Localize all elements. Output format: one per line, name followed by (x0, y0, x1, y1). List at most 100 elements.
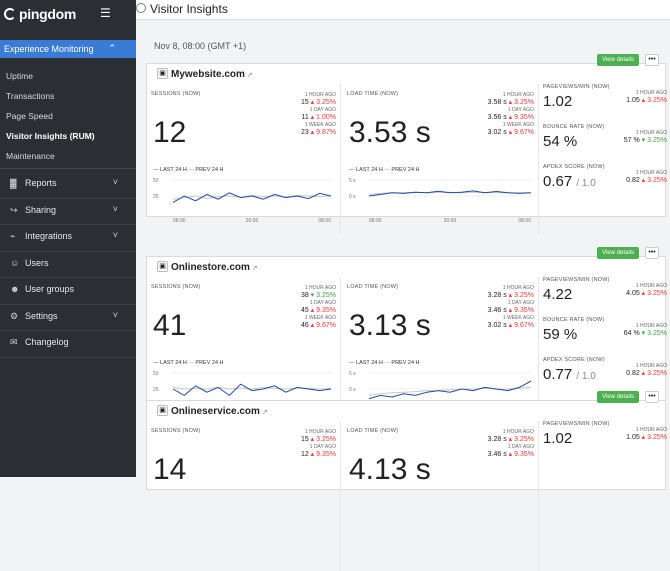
bar-chart-icon: ▓ (10, 178, 17, 188)
section-experience-monitoring[interactable]: Experience Monitoring ⌃ (0, 40, 136, 58)
comparison-label: 1 HOUR AGO (502, 285, 534, 291)
sessions-value: 12 (153, 116, 187, 149)
arrow-up-icon: ▴ (506, 292, 515, 299)
sessions-panel: SESSIONS (NOW) 12 1 HOUR AGO 15 ▴ 3.25% 1 DA… (147, 84, 341, 234)
brand[interactable]: pingdom (4, 6, 76, 22)
metric-label: PAGEVIEWS/MIN (NOW) (543, 277, 610, 283)
comparison-delta: 9.35% (514, 451, 534, 458)
summary-panel: PAGEVIEWS/MIN (NOW) 1.02 1 HOUR AGO 1.05 ▴ … (537, 421, 667, 571)
sidebar-item-reports[interactable]: ▓ Reports ˅ (0, 172, 136, 199)
comparison-value: 3.02 s ▴ 9.67% (474, 128, 534, 136)
metric-bounce: BOUNCE RATE (NOW) 54 % 1 HOUR AGO 57 % ▾ 3.… (543, 124, 667, 150)
comparison-number: 3.02 s (487, 322, 507, 329)
comparison-number: 15 (300, 436, 309, 443)
comparison-label: 1 WEEK AGO (502, 122, 534, 128)
y-tick-label: 5 s (349, 178, 356, 184)
comparison-value: 3.28 s ▴ 3.25% (474, 435, 534, 443)
comparison-value: 4.05 ▴ 3.25% (626, 289, 667, 297)
comparison-number: 3.28 s (487, 292, 507, 299)
sidebar-item-sharing[interactable]: ↪ Sharing ˅ (0, 199, 136, 225)
more-options-button[interactable]: ••• (645, 247, 659, 259)
site-name[interactable]: Mywebsite.com ↗ (171, 69, 253, 80)
comparison-delta: 9.67% (514, 129, 534, 136)
sidebar-subitem[interactable]: Maintenance (6, 151, 55, 161)
chart-legend: — LAST 24 H — PREV 24 H (153, 167, 224, 173)
users-icon: ☻ (10, 284, 20, 294)
metric-number: 0.67 (543, 173, 573, 190)
metric-number: 54 % (543, 133, 578, 150)
site-name[interactable]: Onlinestore.com ↗ (171, 262, 258, 273)
comparison-item: 1 HOUR AGO 3.58 s ▴ 3.25% (474, 92, 534, 106)
site-card: ▣ Onlineservice.com ↗ View details ••• SESSIO… (146, 391, 667, 571)
metric-label: LOAD TIME (NOW) (347, 428, 399, 434)
date-selector[interactable]: Nov 8, 08:00 (GMT +1) (154, 41, 247, 51)
metric-number: 1.02 (543, 93, 573, 110)
last-24h-line (368, 380, 532, 400)
sidebar-item-settings[interactable]: ⚙ Settings ˅ (0, 305, 136, 331)
comparison-value: 23 ▴ 9.87% (276, 128, 336, 136)
comparison-item: 1 HOUR AGO 0.82 ▴ 3.25% (626, 363, 667, 377)
legend-last24-icon: — (153, 167, 161, 173)
comparison-item: 1 HOUR AGO 3.28 s ▴ 3.25% (474, 429, 534, 443)
comparison-label: 1 DAY AGO (309, 300, 336, 306)
sidebar-subitem[interactable]: Transactions (6, 91, 55, 101)
comparison-delta: 3.25% (316, 436, 336, 443)
comparison-number: 15 (300, 99, 309, 106)
sidebar-subitem[interactable]: Visitor Insights (RUM) (6, 131, 95, 141)
more-options-button[interactable]: ••• (645, 391, 659, 403)
comparison-delta: 9.35% (316, 451, 336, 458)
sidebar-item-integrations[interactable]: ⌁ Integrations ˅ (0, 225, 136, 252)
comparison-value: 11 ▴ 1.00% (276, 113, 336, 121)
comparison-number: 4.05 (626, 290, 640, 297)
comparison-number: 45 (300, 307, 309, 314)
comparison-number: 64 % (623, 330, 640, 337)
comparison-value: 0.82 ▴ 3.25% (626, 176, 667, 184)
legend-prev24: PREV 24 H (195, 167, 224, 173)
comparison-delta: 9.35% (316, 307, 336, 314)
section-label: Experience Monitoring (4, 44, 94, 54)
comparison-value: 0.82 ▴ 3.25% (626, 369, 667, 377)
chart-legend: — LAST 24 H — PREV 24 H (349, 167, 420, 173)
comparison-delta: 9.35% (514, 114, 534, 121)
metric-label: APDEX SCORE (NOW) (543, 357, 605, 363)
site-card: ▣ Mywebsite.com ↗ View details ••• SESSIONS (… (146, 54, 667, 234)
arrow-up-icon: ▴ (308, 307, 317, 314)
view-details-button[interactable]: View details (597, 247, 639, 259)
sessions-value: 41 (153, 309, 187, 342)
menu-icon[interactable]: ☰ (100, 6, 111, 20)
comparison-value: 57 % ▾ 3.25% (624, 136, 667, 144)
view-details-button[interactable]: View details (597, 391, 639, 403)
sidebar-item-user-groups[interactable]: ☻ User groups (0, 278, 136, 305)
view-details-button[interactable]: View details (597, 54, 639, 66)
sidebar-subitem[interactable]: Uptime (6, 71, 33, 81)
top-bar: Visitor Insights (136, 0, 670, 20)
sidebar-item-label: Sharing (25, 204, 57, 215)
site-name[interactable]: Onlineservice.com ↗ (171, 406, 268, 417)
chart-legend: — LAST 24 H — PREV 24 H (153, 360, 224, 366)
comparison-delta: 1.00% (316, 114, 336, 121)
chevron-down-icon: ˅ (112, 177, 118, 187)
metric-label: LOAD TIME (NOW) (347, 284, 399, 290)
comparison-delta: 3.25% (316, 292, 336, 299)
metric-label: SESSIONS (NOW) (151, 284, 201, 290)
more-options-button[interactable]: ••• (645, 54, 659, 66)
comparison-number: 3.58 s (487, 99, 507, 106)
sidebar-item-label: Integrations (25, 231, 73, 241)
comparison-delta: 3.25% (647, 177, 667, 184)
site-card-header: ▣ Mywebsite.com ↗ View details ••• (147, 54, 665, 84)
site-name-text: Onlineservice.com (171, 406, 260, 417)
divider (0, 168, 136, 169)
prev-24h-line (172, 194, 332, 200)
sidebar-item-users[interactable]: ☺ Users (0, 252, 136, 278)
metric-number: 1.02 (543, 430, 573, 447)
brand-name: pingdom (19, 6, 76, 22)
sidebar-item-changelog[interactable]: ✉ Changelog (0, 331, 136, 358)
metric-number: 59 % (543, 326, 578, 343)
comparison-number: 3.46 s (487, 451, 507, 458)
legend-prev24: PREV 24 H (391, 167, 420, 173)
sidebar-subitem[interactable]: Page Speed (6, 111, 53, 121)
external-link-icon: ↗ (261, 409, 268, 416)
arrow-down-icon: ▾ (639, 330, 648, 337)
gear-icon: ⚙ (10, 310, 19, 321)
y-tick-label: 50 (153, 178, 159, 184)
